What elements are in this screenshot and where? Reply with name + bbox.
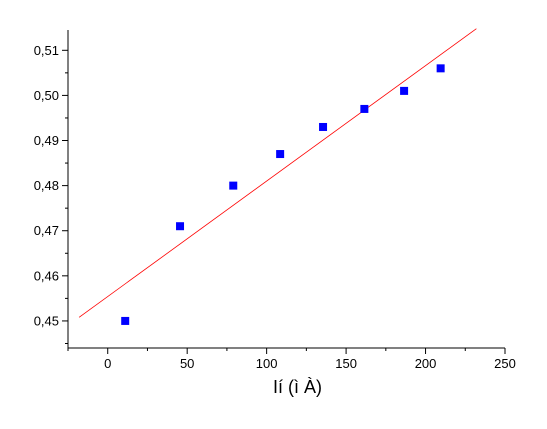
x-axis-title: Ií (ì À) [273,377,322,397]
data-point [360,104,369,113]
fit-line [78,28,477,318]
data-point [176,222,185,231]
data-point [276,150,285,159]
data-point [319,122,328,131]
y-tick-label: 0,48 [34,178,59,193]
fit-lines [78,28,477,318]
x-tick-label: 50 [180,356,194,371]
y-tick-label: 0,50 [34,88,59,103]
data-point [436,64,445,73]
x-axis-ticks: 0 50 100 150 200 250 [67,348,516,371]
x-tick-label: 150 [335,356,357,371]
data-point [121,316,130,325]
y-axis-ticks: 0,45 0,46 0,47 0,48 0,49 0,50 0,51 [34,43,68,344]
y-tick-label: 0,49 [34,133,59,148]
x-tick-label: 0 [104,356,111,371]
y-tick-label: 0,51 [34,43,59,58]
x-tick-label: 200 [415,356,437,371]
data-point [400,86,409,95]
y-tick-label: 0,46 [34,268,59,283]
data-points [121,64,445,325]
y-tick-label: 0,45 [34,313,59,328]
x-tick-label: 250 [494,356,516,371]
data-point [229,181,238,190]
y-tick-label: 0,47 [34,223,59,238]
x-tick-label: 100 [256,356,278,371]
